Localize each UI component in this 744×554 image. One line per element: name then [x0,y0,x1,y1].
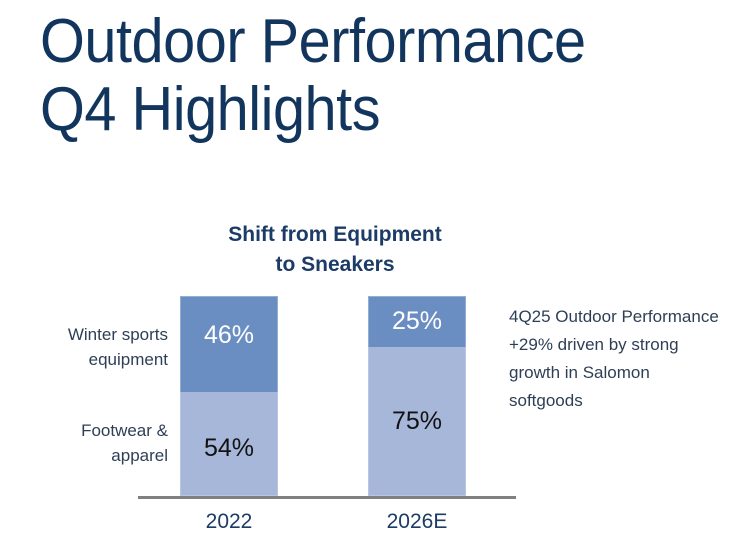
bar-segment-equipment-2022[interactable]: 46% [180,296,278,392]
x-axis-tick-2022: 2022 [205,510,253,533]
bar-value-footwear-2026e: 75% [391,407,443,435]
callout-text: 4Q25 Outdoor Performance +29% driven by … [509,307,719,410]
x-axis-tick-2026e: 2026E [386,510,448,533]
chart-title: Shift from Equipment to Sneakers [228,223,442,276]
page-title: Outdoor Performance Q4 Highlights [40,7,586,144]
bar-segment-footwear-2026e[interactable]: 75% [368,347,466,496]
bar-value-equipment-2022: 46% [203,321,255,349]
legend-label-winter-sports-equipment: Winter sports equipment [67,325,168,369]
bar-2022[interactable]: 46% 54% [180,296,278,496]
x-axis-line [138,496,516,499]
bar-segment-equipment-2026e[interactable]: 25% [368,296,466,347]
bar-value-equipment-2026e: 25% [391,307,443,335]
bar-2026e[interactable]: 25% 75% [368,296,466,496]
bar-segment-footwear-2022[interactable]: 54% [180,392,278,496]
bar-value-footwear-2022: 54% [203,434,255,462]
legend-label-footwear-apparel: Footwear & apparel [81,421,168,465]
